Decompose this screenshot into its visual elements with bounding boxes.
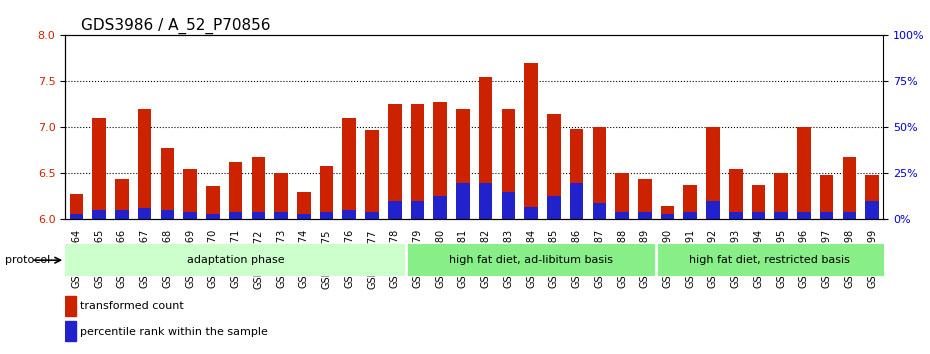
Bar (706, 201, 720, 219)
Bar (411, 103, 424, 219)
Bar (183, 169, 197, 219)
Bar (65, 321, 75, 341)
Bar (274, 173, 288, 219)
Bar (547, 195, 561, 219)
Bar (388, 103, 402, 219)
Bar (92, 210, 106, 219)
Bar (251, 212, 265, 219)
Bar (657, 244, 883, 276)
Bar (865, 201, 879, 219)
Bar (456, 109, 470, 219)
Bar (433, 195, 447, 219)
Bar (406, 244, 657, 276)
Bar (297, 214, 311, 219)
Bar (638, 179, 652, 219)
Bar (115, 210, 128, 219)
Bar (843, 212, 857, 219)
Bar (751, 184, 765, 219)
Text: protocol: protocol (5, 255, 50, 265)
Bar (547, 114, 561, 219)
Bar (525, 207, 538, 219)
Bar (775, 212, 788, 219)
Bar (570, 129, 583, 219)
Bar (70, 214, 84, 219)
Bar (206, 186, 219, 219)
Bar (525, 63, 538, 219)
Text: GDS3986 / A_52_P70856: GDS3986 / A_52_P70856 (82, 18, 271, 34)
Bar (70, 194, 84, 219)
Bar (592, 127, 606, 219)
Bar (274, 212, 288, 219)
Bar (229, 212, 243, 219)
Bar (592, 203, 606, 219)
Bar (411, 201, 424, 219)
Bar (138, 109, 152, 219)
Bar (92, 118, 106, 219)
Bar (342, 118, 356, 219)
Bar (638, 212, 652, 219)
Bar (65, 296, 75, 316)
Bar (388, 201, 402, 219)
Bar (820, 175, 833, 219)
Bar (501, 109, 515, 219)
Bar (365, 130, 379, 219)
Bar (479, 183, 493, 219)
Bar (320, 166, 333, 219)
Bar (797, 127, 811, 219)
Bar (161, 148, 174, 219)
Bar (706, 127, 720, 219)
Bar (115, 179, 128, 219)
Bar (684, 184, 698, 219)
Text: percentile rank within the sample: percentile rank within the sample (80, 327, 268, 337)
Bar (751, 212, 765, 219)
Bar (479, 77, 493, 219)
Bar (660, 206, 674, 219)
Bar (206, 214, 219, 219)
Bar (616, 173, 629, 219)
Bar (183, 212, 197, 219)
Bar (297, 192, 311, 219)
Bar (865, 175, 879, 219)
Text: high fat diet, ad-libitum basis: high fat diet, ad-libitum basis (449, 255, 613, 265)
Bar (138, 209, 152, 219)
Bar (797, 212, 811, 219)
Bar (820, 212, 833, 219)
Text: adaptation phase: adaptation phase (187, 255, 285, 265)
Bar (229, 162, 243, 219)
Bar (843, 157, 857, 219)
Bar (616, 212, 629, 219)
Text: transformed count: transformed count (80, 301, 183, 311)
Bar (501, 192, 515, 219)
Bar (320, 212, 333, 219)
Bar (684, 212, 698, 219)
Bar (365, 212, 379, 219)
Bar (342, 210, 356, 219)
Bar (251, 157, 265, 219)
Bar (161, 210, 174, 219)
Bar (660, 214, 674, 219)
Text: high fat diet, restricted basis: high fat diet, restricted basis (689, 255, 850, 265)
Bar (775, 173, 788, 219)
Bar (65, 244, 406, 276)
Bar (729, 169, 742, 219)
Bar (729, 212, 742, 219)
Bar (570, 183, 583, 219)
Bar (456, 183, 470, 219)
Bar (433, 102, 447, 219)
